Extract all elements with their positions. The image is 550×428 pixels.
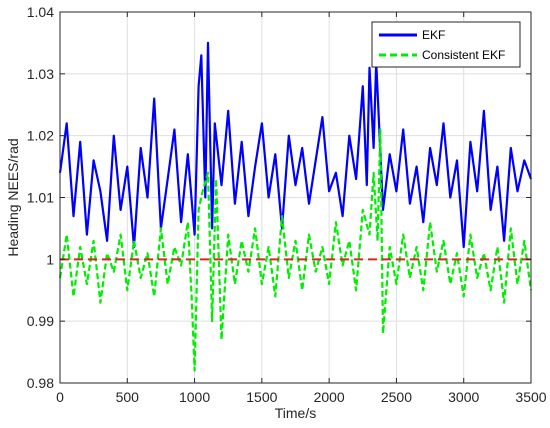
x-tick-label: 3000 — [448, 389, 479, 405]
x-tick-label: 2500 — [381, 389, 412, 405]
x-tick-label: 3500 — [515, 389, 546, 405]
x-axis-label: Time/s — [275, 405, 316, 421]
x-tick-label: 0 — [56, 389, 64, 405]
y-tick-label: 1.03 — [27, 66, 54, 82]
x-tick-label: 500 — [116, 389, 140, 405]
legend-label-consistent-ekf: Consistent EKF — [422, 48, 505, 62]
x-tick-labels: 0 500 1000 1500 2000 2500 3000 3500 — [56, 389, 547, 405]
x-tick-label: 1000 — [179, 389, 210, 405]
legend-label-ekf: EKF — [422, 28, 445, 42]
y-tick-labels: 0.98 0.99 1 1.01 1.02 1.03 1.04 — [27, 4, 54, 391]
x-tick-label: 2000 — [314, 389, 345, 405]
y-tick-label: 0.98 — [27, 375, 54, 391]
legend: EKF Consistent EKF — [371, 21, 521, 68]
y-axis-label: Heading NEES/rad — [5, 138, 21, 256]
ticks — [59, 11, 532, 384]
y-tick-label: 1.04 — [27, 4, 54, 20]
series-line-ekf — [58, 41, 533, 249]
x-tick-label: 1500 — [246, 389, 277, 405]
y-tick-label: 1 — [46, 251, 54, 267]
y-tick-label: 1.02 — [27, 128, 54, 144]
y-tick-label: 0.99 — [27, 313, 54, 329]
legend-box — [371, 21, 521, 68]
y-tick-label: 1.01 — [27, 190, 54, 206]
